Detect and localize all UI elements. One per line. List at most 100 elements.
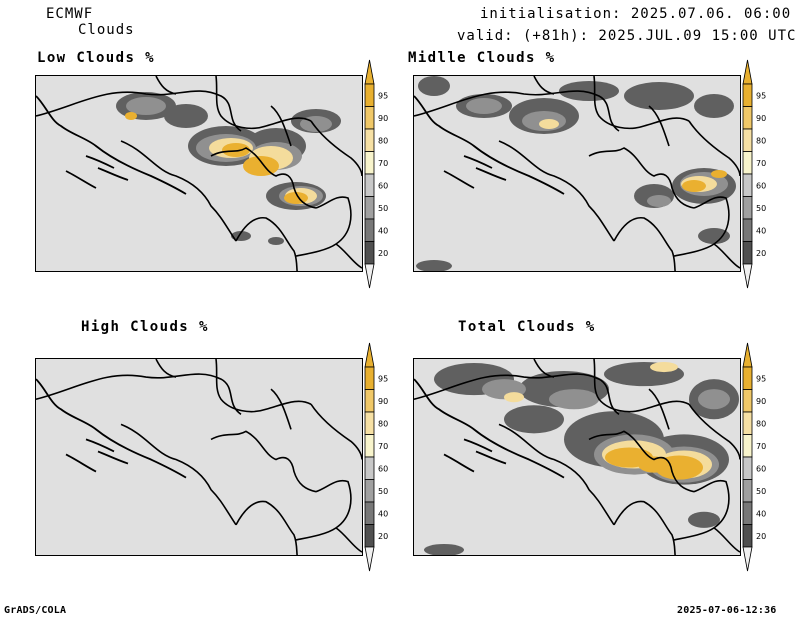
colorbar-swatch <box>364 456 375 480</box>
coastline <box>475 167 507 181</box>
country-border <box>533 359 555 378</box>
footer-credit: GrADS/COLA <box>4 605 67 616</box>
cloud-cell <box>418 76 450 96</box>
country-border <box>588 147 695 209</box>
colorbar-total: 95 90 80 70 60 50 40 20 <box>741 341 783 573</box>
model-label: ECMWF <box>46 6 94 22</box>
country-border <box>648 105 670 147</box>
cloud-cell <box>164 104 208 128</box>
colorbar-swatch <box>742 456 753 480</box>
cloud-cell <box>682 180 706 192</box>
colorbar-swatch <box>364 389 375 413</box>
colorbar-top-arrow <box>742 342 753 368</box>
colorbar-bottom-arrow <box>364 546 375 572</box>
colorbar-label: 70 <box>378 442 388 451</box>
cloud-cell <box>416 260 452 271</box>
colorbar-swatch <box>742 128 753 152</box>
cloud-cell <box>243 156 279 176</box>
coastline <box>463 438 493 453</box>
colorbar-label: 80 <box>378 419 388 428</box>
cloud-cell <box>688 511 720 528</box>
cloud-cell <box>559 81 619 101</box>
cloud-cell <box>126 97 166 115</box>
coastline <box>414 378 565 479</box>
country-border <box>335 527 362 553</box>
coastline <box>97 450 129 465</box>
panel-title-total: Total Clouds % <box>458 319 596 335</box>
country-border <box>593 76 690 130</box>
colorbar-swatch <box>742 479 753 503</box>
cloud-cell <box>504 405 564 434</box>
country-border <box>270 105 292 147</box>
country-border <box>613 216 676 271</box>
colorbar-label: 50 <box>378 204 388 213</box>
colorbar-label: 20 <box>756 249 766 258</box>
colorbar-swatch <box>364 501 375 525</box>
country-border <box>155 359 177 378</box>
colorbar-label: 90 <box>378 114 388 123</box>
country-border <box>120 423 237 526</box>
colorbar-swatch <box>364 479 375 503</box>
colorbar-swatch <box>742 501 753 525</box>
colorbar-label: 70 <box>756 442 766 451</box>
country-border <box>648 388 670 430</box>
colorbar-label: 60 <box>756 464 766 473</box>
country-border <box>310 403 362 460</box>
country-border <box>688 120 740 177</box>
colorbar-top-arrow <box>742 59 753 85</box>
cloud-cell <box>698 389 730 410</box>
colorbar-label: 90 <box>756 397 766 406</box>
colorbar-label: 90 <box>756 114 766 123</box>
panel-title-low: Low Clouds % <box>37 50 155 66</box>
colorbar-swatch <box>742 389 753 413</box>
colorbar-label: 60 <box>378 181 388 190</box>
country-border <box>588 430 695 493</box>
country-border <box>498 140 615 242</box>
cloud-cell <box>647 195 671 207</box>
colorbar-low: 95 90 80 70 60 50 40 20 <box>363 58 405 290</box>
colorbar-swatch <box>742 241 753 265</box>
cloud-cell <box>504 392 524 403</box>
panel-title-middle: Midlle Clouds % <box>408 50 556 66</box>
coastline <box>85 155 115 169</box>
colorbar-swatch <box>364 411 375 435</box>
colorbar-swatch <box>364 524 375 548</box>
country-border <box>215 359 312 413</box>
colorbar-high: 95 90 80 70 60 50 40 20 <box>363 341 405 573</box>
colorbar-swatch <box>364 106 375 130</box>
colorbar-swatch <box>742 173 753 197</box>
product-label: Clouds <box>78 22 135 38</box>
colorbar-label: 80 <box>378 136 388 145</box>
country-border <box>235 216 298 271</box>
coastline <box>475 450 507 465</box>
colorbar-swatch <box>364 366 375 390</box>
map-middle-clouds <box>413 75 741 272</box>
colorbar-label: 40 <box>756 226 766 235</box>
colorbar-top-arrow <box>364 59 375 85</box>
country-border <box>295 196 352 257</box>
colorbar-swatch <box>364 196 375 220</box>
cloud-cell <box>466 98 502 114</box>
colorbar-swatch <box>364 128 375 152</box>
cloud-cell <box>539 119 559 129</box>
colorbar-label: 50 <box>378 487 388 496</box>
colorbar-label: 90 <box>378 397 388 406</box>
colorbar-swatch <box>364 151 375 175</box>
coastline <box>443 453 475 473</box>
colorbar-label: 20 <box>378 249 388 258</box>
country-border <box>210 430 317 493</box>
colorbar-bottom-arrow <box>742 263 753 289</box>
colorbar-label: 60 <box>378 464 388 473</box>
country-border <box>613 500 676 555</box>
cloud-cell <box>694 94 734 118</box>
colorbar-bottom-arrow <box>742 546 753 572</box>
colorbar-label: 60 <box>756 181 766 190</box>
colorbar-swatch <box>364 241 375 265</box>
coastline <box>443 170 475 189</box>
colorbar-label: 95 <box>378 374 388 383</box>
colorbar-label: 95 <box>378 91 388 100</box>
coastline <box>65 170 97 189</box>
colorbar-swatch <box>364 173 375 197</box>
coastline <box>414 95 565 195</box>
colorbar-swatch <box>742 524 753 548</box>
